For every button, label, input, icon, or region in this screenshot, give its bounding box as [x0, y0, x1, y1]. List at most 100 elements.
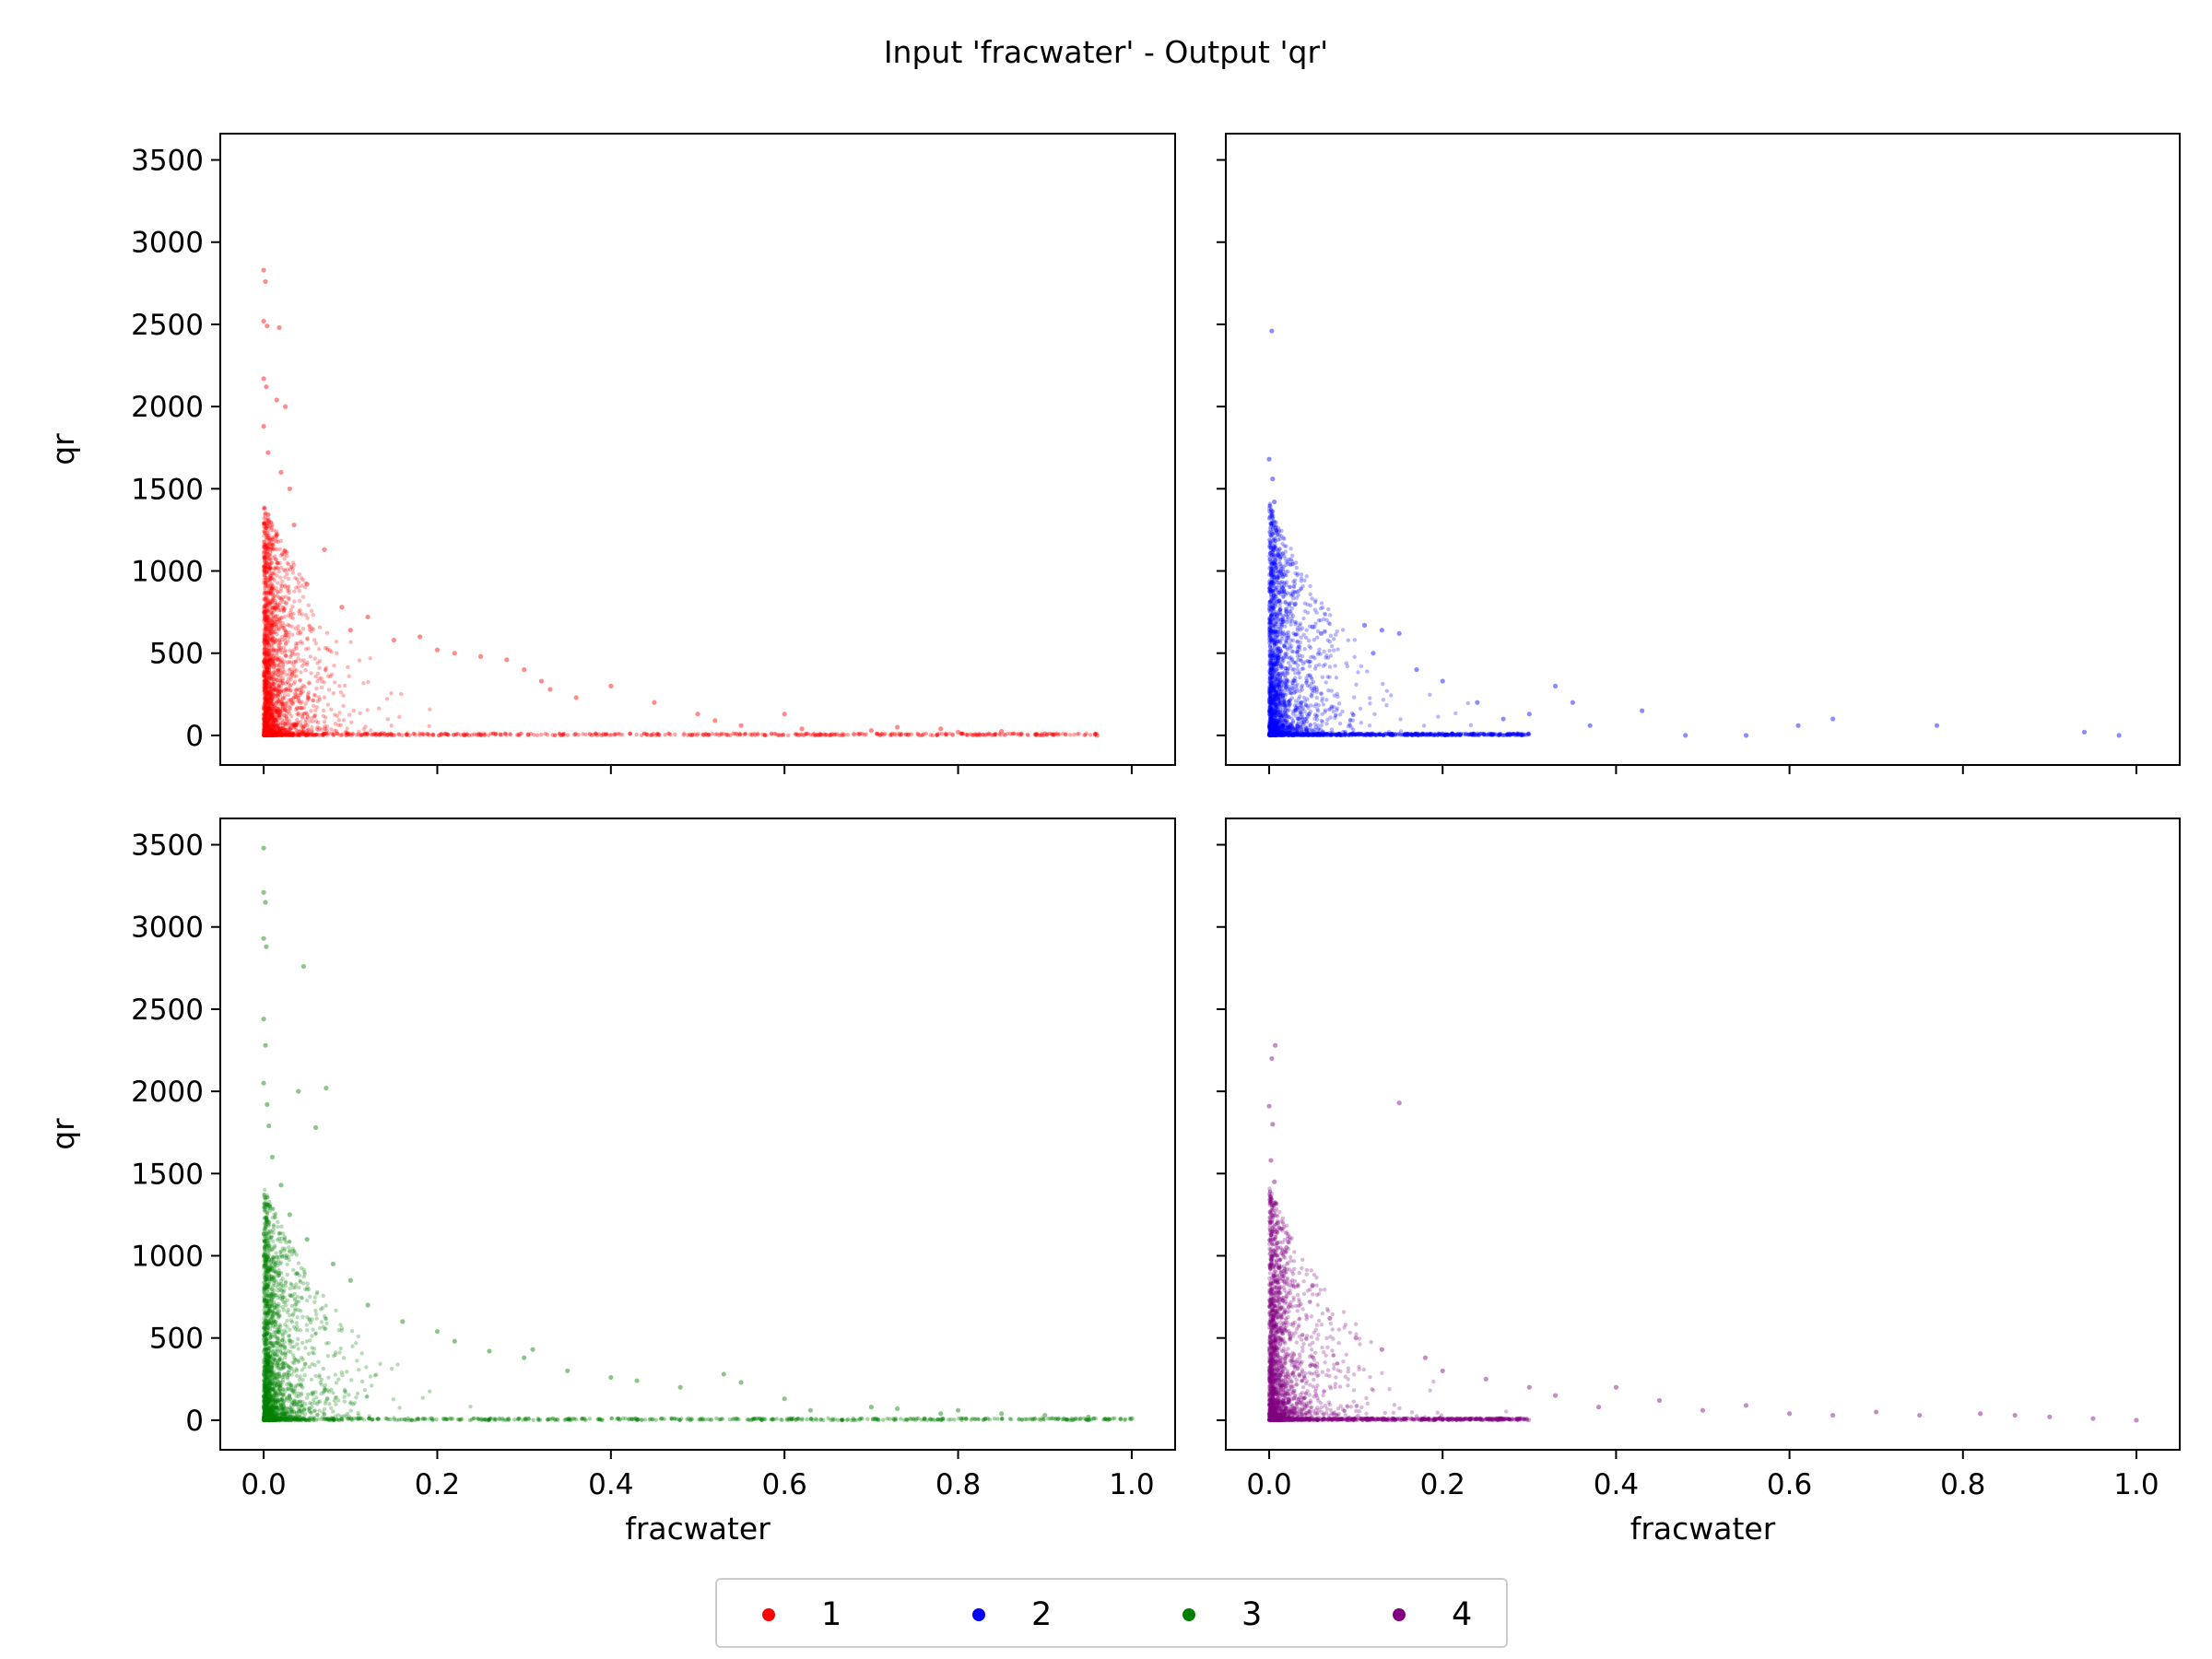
scatter-point — [924, 731, 929, 736]
scatter-point — [266, 588, 271, 593]
scatter-point — [276, 638, 282, 642]
scatter-point — [1064, 732, 1068, 737]
scatter-point — [1267, 712, 1272, 716]
scatter-point — [288, 565, 294, 570]
scatter-point — [1274, 659, 1278, 665]
scatter-point — [743, 731, 748, 736]
scatter-point — [439, 732, 443, 736]
scatter-point — [264, 565, 269, 570]
scatter-point — [262, 733, 267, 737]
scatter-point — [1281, 643, 1287, 649]
scatter-point — [482, 731, 487, 736]
scatter-point — [1271, 731, 1277, 736]
scatter-point — [262, 733, 266, 737]
scatter-point — [269, 610, 274, 615]
scatter-point — [287, 584, 291, 589]
scatter-point — [1268, 730, 1273, 735]
scatter-point — [1298, 709, 1302, 714]
scatter-point — [300, 641, 304, 646]
scatter-point — [269, 700, 274, 706]
scatter-point — [1269, 707, 1274, 712]
scatter-point — [1278, 629, 1283, 633]
scatter-point — [263, 673, 267, 677]
scatter-point — [1312, 732, 1317, 737]
scatter-point — [276, 605, 280, 609]
scatter-point — [262, 679, 266, 685]
scatter-point — [271, 620, 276, 625]
scatter-point — [685, 733, 690, 737]
scatter-point — [609, 733, 614, 737]
scatter-point — [263, 656, 267, 662]
scatter-point — [1275, 725, 1280, 730]
scatter-point — [294, 585, 299, 590]
scatter-point — [806, 731, 810, 736]
scatter-point — [1275, 530, 1279, 535]
scatter-point — [297, 733, 301, 737]
scatter-point — [1267, 655, 1273, 661]
scatter-point — [265, 733, 270, 738]
scatter-point — [266, 566, 271, 571]
scatter-point — [265, 713, 269, 718]
scatter-point — [264, 698, 269, 702]
scatter-point — [262, 563, 266, 569]
scatter-point — [262, 616, 267, 621]
scatter-point — [275, 560, 279, 566]
scatter-point — [379, 731, 383, 736]
scatter-point — [265, 733, 271, 738]
scatter-point — [1294, 705, 1299, 711]
scatter-point — [267, 632, 272, 637]
scatter-point — [276, 733, 281, 737]
scatter-point — [266, 649, 271, 653]
scatter-point — [652, 700, 657, 705]
scatter-point — [269, 521, 274, 525]
scatter-point — [1299, 635, 1303, 640]
scatter-point — [262, 727, 266, 732]
scatter-point — [1329, 705, 1335, 710]
scatter-point — [1283, 731, 1288, 736]
scatter-point — [1272, 700, 1277, 705]
scatter-point — [841, 733, 845, 738]
scatter-point — [272, 578, 276, 582]
scatter-point — [1280, 618, 1285, 622]
scatter-point — [532, 733, 536, 737]
scatter-point — [272, 728, 277, 734]
scatter-point — [1268, 692, 1273, 697]
scatter-point — [1367, 696, 1372, 700]
scatter-point — [264, 732, 269, 737]
scatter-point — [1331, 648, 1336, 653]
scatter-point — [264, 638, 268, 643]
scatter-point — [271, 724, 276, 728]
scatter-point — [262, 618, 267, 622]
scatter-point — [1319, 691, 1324, 696]
scatter-point — [1326, 688, 1331, 693]
scatter-point — [287, 725, 291, 730]
scatter-point — [644, 732, 649, 736]
scatter-point — [731, 731, 735, 735]
scatter-point — [959, 731, 965, 736]
scatter-point — [264, 537, 268, 542]
scatter-point — [269, 732, 274, 737]
scatter-point — [1272, 724, 1277, 728]
scatter-point — [1284, 641, 1288, 645]
scatter-point — [275, 733, 280, 738]
scatter-point — [278, 733, 284, 737]
scatter-point — [267, 722, 272, 727]
scatter-point — [289, 669, 295, 675]
scatter-point — [1274, 732, 1278, 737]
scatter-point — [824, 732, 829, 737]
scatter-point — [283, 733, 288, 737]
scatter-point — [1269, 733, 1274, 737]
scatter-point — [278, 647, 284, 653]
scatter-point — [1286, 678, 1290, 684]
scatter-point — [264, 630, 268, 635]
scatter-point — [264, 712, 268, 716]
scatter-point — [1283, 722, 1288, 727]
scatter-point — [1297, 705, 1302, 711]
scatter-point — [594, 733, 599, 738]
scatter-point — [1269, 733, 1274, 737]
scatter-point — [270, 713, 275, 718]
scatter-point — [696, 732, 700, 736]
scatter-point — [1082, 733, 1087, 737]
scatter-point — [264, 627, 268, 631]
scatter-point — [1267, 721, 1272, 725]
